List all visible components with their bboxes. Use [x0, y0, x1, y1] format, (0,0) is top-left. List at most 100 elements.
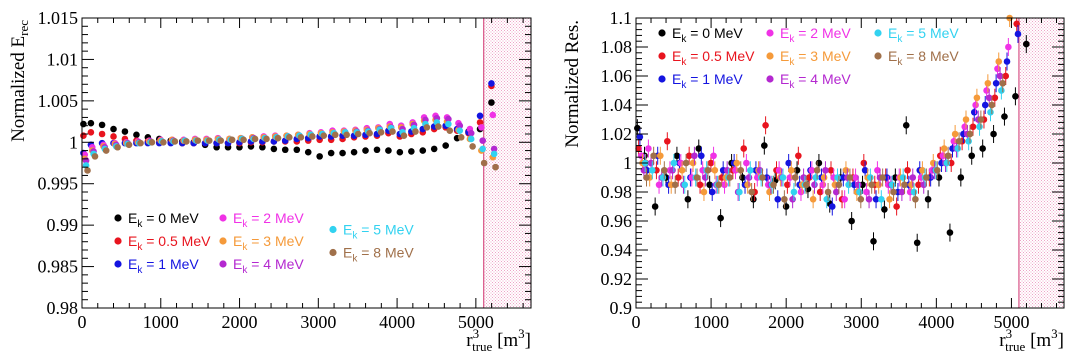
y-tick-label: 0.9 [610, 298, 633, 318]
x-tick-label: 4000 [379, 312, 415, 332]
data-point [476, 119, 484, 126]
data-point [684, 195, 692, 203]
data-point [721, 181, 728, 189]
data-point [114, 143, 121, 151]
data-point [339, 149, 346, 157]
data-point [479, 145, 487, 153]
data-point [445, 115, 452, 123]
y-tick-label: 1.1 [610, 8, 633, 28]
legend-label: Ek = 0.5 MeV [672, 48, 755, 68]
data-point [856, 188, 863, 196]
legend: Ek = 0 MeV Ek = 0.5 MeV Ek = 1 MeV Ek = 2 M… [114, 210, 414, 276]
data-point [171, 138, 179, 145]
data-point [834, 174, 841, 181]
y-tick-label: 0.94 [601, 240, 633, 260]
data-point [408, 148, 415, 155]
data-point [990, 130, 997, 138]
x-tick-label: 1000 [693, 312, 729, 332]
data-point [488, 80, 495, 87]
y-tick-label: 1.01 [47, 49, 79, 69]
data-point [669, 166, 676, 174]
data-point [886, 195, 893, 203]
data-point [490, 150, 498, 158]
data-point [700, 188, 708, 196]
data-point [992, 79, 1000, 87]
data-point [304, 148, 312, 156]
data-point [377, 129, 385, 136]
data-point [1001, 113, 1008, 120]
legend-item: Ek = 8 MeV [874, 48, 959, 68]
legend-marker [766, 75, 774, 83]
data-point [110, 133, 117, 140]
data-point [717, 214, 724, 222]
data-point [790, 188, 798, 196]
data-point [373, 146, 381, 154]
legend-label: Ek = 0.5 MeV [128, 233, 211, 253]
data-point [979, 145, 986, 152]
legend-label: Ek = 8 MeV [888, 48, 959, 68]
data-point [205, 137, 213, 144]
data-point [899, 174, 907, 181]
data-point [770, 181, 777, 189]
data-point [955, 137, 963, 145]
data-point [737, 166, 745, 174]
y-tick-label: 0.98 [601, 182, 633, 202]
data-point [456, 122, 464, 130]
data-point [87, 129, 95, 136]
data-point [98, 130, 106, 138]
data-point [240, 136, 247, 144]
data-point [919, 166, 926, 174]
data-point [456, 127, 464, 134]
data-point [160, 138, 167, 146]
data-point [489, 111, 497, 119]
legend-marker [114, 237, 122, 245]
data-point [943, 159, 951, 167]
data-point [685, 152, 693, 160]
x-tick-label: 0 [632, 312, 641, 332]
data-point [951, 130, 959, 138]
right-panel-resolution-nonuniformity: 0 1000 2000 3000 4000 5000 0.9 0.92 0.94 0.96 0.98… [562, 8, 1065, 354]
data-point [263, 135, 270, 143]
y-tick-label: 0.96 [601, 211, 633, 231]
data-point [423, 124, 431, 131]
data-point [710, 152, 717, 160]
data-point [879, 174, 886, 181]
data-point [442, 142, 449, 149]
legend-marker [219, 237, 227, 245]
data-point [848, 217, 855, 225]
data-point [793, 166, 801, 174]
data-point [704, 166, 712, 174]
x-tick-label: 4000 [918, 312, 954, 332]
data-point [750, 195, 757, 203]
data-point [969, 123, 977, 131]
series-7 [643, 74, 1007, 209]
data-point [875, 181, 882, 189]
data-point [362, 147, 369, 154]
legend-label: Ek = 2 MeV [233, 210, 304, 230]
data-point [981, 101, 989, 109]
data-point [110, 125, 117, 133]
data-point [671, 181, 679, 189]
legend-marker [219, 260, 227, 268]
data-point [711, 166, 719, 174]
data-point [779, 174, 787, 181]
data-point [80, 132, 87, 139]
y-axis-title: Normalized Res. [562, 20, 583, 148]
x-tick-label: 0 [78, 312, 87, 332]
data-point [412, 128, 419, 135]
y-tick-label: 0.99 [47, 215, 79, 235]
legend-item: Ek = 2 MeV [766, 25, 851, 45]
data-point [1014, 30, 1022, 38]
data-point [867, 174, 874, 181]
data-point [957, 174, 965, 181]
data-point [822, 166, 829, 174]
data-point [445, 120, 452, 128]
data-point [637, 152, 645, 160]
data-point [745, 174, 753, 181]
legend-label: Ek = 3 MeV [233, 233, 304, 253]
data-points [80, 80, 499, 174]
data-point [748, 188, 755, 196]
data-point [852, 174, 859, 181]
data-point [813, 166, 821, 174]
data-point [657, 152, 664, 160]
